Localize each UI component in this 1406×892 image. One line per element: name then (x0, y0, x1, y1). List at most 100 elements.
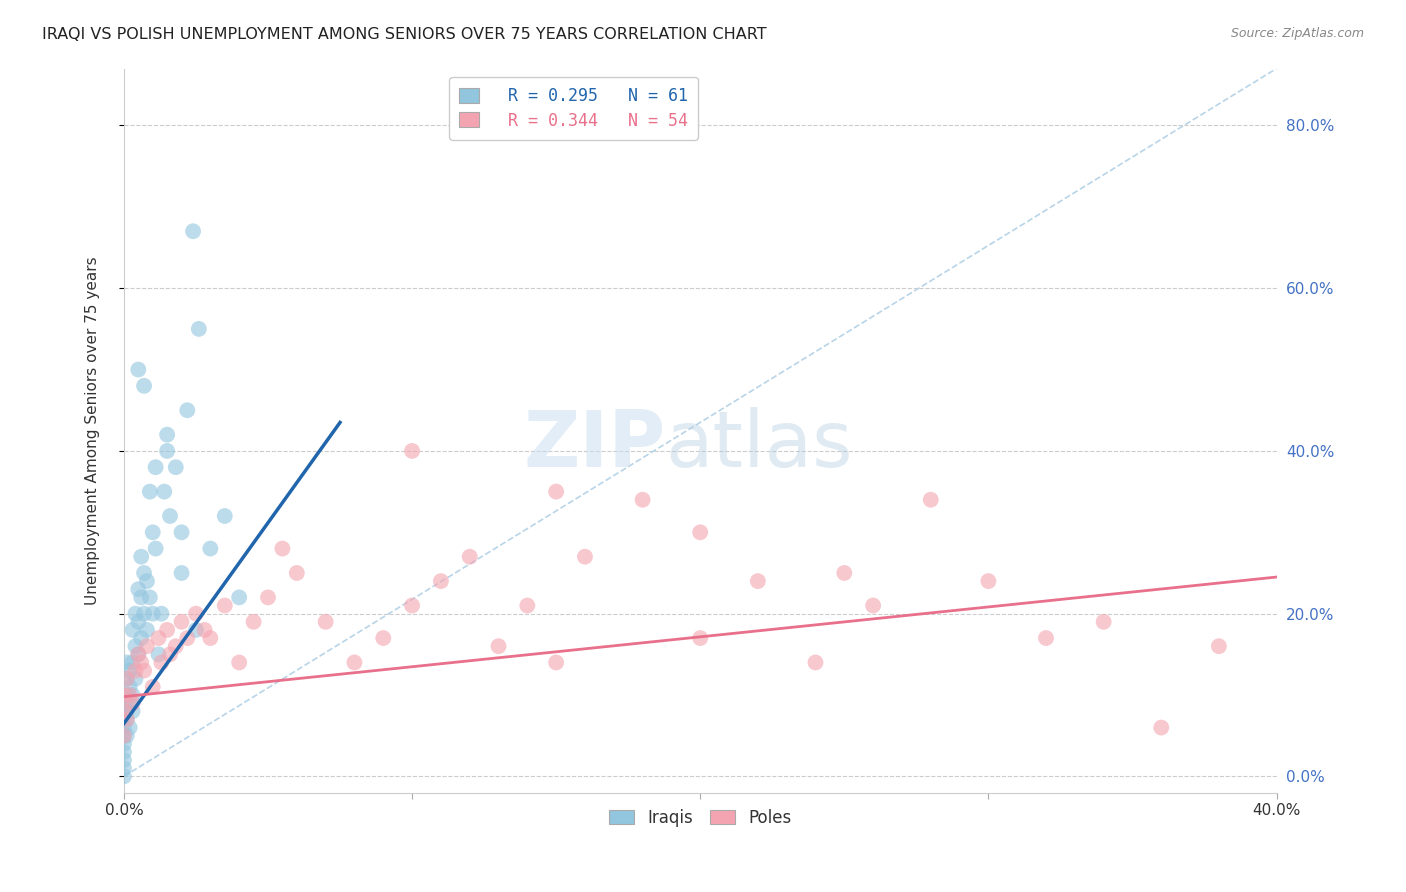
Point (121, 688, 143, 702)
Point (127, 615, 149, 629)
Point (115, 688, 138, 702)
Point (920, 492, 942, 507)
Point (156, 444, 179, 458)
Point (1208, 639, 1230, 653)
Point (118, 696, 141, 710)
Point (458, 549, 481, 564)
Point (112, 737, 135, 751)
Point (343, 656, 366, 670)
Point (977, 574, 1000, 588)
Point (115, 656, 138, 670)
Point (112, 704, 135, 718)
Point (121, 704, 143, 718)
Point (136, 623, 159, 637)
Point (430, 574, 453, 588)
Point (112, 696, 135, 710)
Point (148, 631, 170, 645)
Y-axis label: Unemployment Among Seniors over 75 years: Unemployment Among Seniors over 75 years (86, 256, 100, 605)
Point (170, 615, 193, 629)
Point (115, 672, 138, 686)
Point (112, 745, 135, 759)
Point (129, 631, 152, 645)
Point (142, 680, 165, 694)
Point (488, 639, 510, 653)
Point (112, 729, 135, 743)
Point (132, 566, 155, 580)
Point (176, 631, 198, 645)
Point (124, 607, 146, 621)
Point (139, 591, 162, 605)
Point (159, 648, 181, 662)
Point (153, 484, 176, 499)
Point (118, 721, 141, 735)
Point (148, 648, 170, 662)
Point (159, 508, 181, 523)
Point (373, 631, 395, 645)
Point (187, 322, 209, 336)
Point (136, 639, 159, 653)
Point (121, 696, 143, 710)
Point (156, 623, 179, 637)
Point (401, 599, 423, 613)
Point (214, 599, 236, 613)
Point (631, 492, 654, 507)
Point (165, 639, 187, 653)
Point (127, 582, 149, 597)
Point (689, 631, 711, 645)
Point (112, 688, 135, 702)
Point (156, 427, 179, 442)
Point (170, 525, 193, 540)
Point (127, 648, 149, 662)
Point (150, 607, 173, 621)
Point (112, 721, 135, 735)
Point (127, 648, 149, 662)
Point (200, 541, 222, 556)
Point (285, 566, 308, 580)
Point (129, 591, 152, 605)
Point (115, 713, 138, 727)
Point (112, 753, 135, 767)
Point (184, 623, 207, 637)
Point (112, 713, 135, 727)
Point (112, 761, 135, 775)
Point (145, 460, 167, 475)
Point (546, 484, 568, 499)
Point (170, 566, 193, 580)
Text: Source: ZipAtlas.com: Source: ZipAtlas.com (1230, 27, 1364, 40)
Point (129, 656, 152, 670)
Point (271, 541, 294, 556)
Point (242, 615, 264, 629)
Point (136, 574, 159, 588)
Point (142, 607, 165, 621)
Point (118, 680, 141, 694)
Point (194, 623, 217, 637)
Point (228, 656, 250, 670)
Point (689, 525, 711, 540)
Point (132, 664, 155, 678)
Point (115, 729, 138, 743)
Point (121, 656, 143, 670)
Legend: Iraqis, Poles: Iraqis, Poles (600, 800, 800, 835)
Point (115, 672, 138, 686)
Point (121, 623, 143, 637)
Point (112, 704, 135, 718)
Point (1150, 721, 1173, 735)
Point (124, 672, 146, 686)
Text: atlas: atlas (665, 407, 853, 483)
Point (115, 713, 138, 727)
Point (124, 639, 146, 653)
Point (129, 549, 152, 564)
Point (200, 631, 222, 645)
Point (574, 549, 596, 564)
Point (747, 574, 769, 588)
Point (401, 444, 423, 458)
Point (804, 656, 827, 670)
Point (124, 664, 146, 678)
Point (862, 599, 884, 613)
Point (112, 769, 135, 783)
Point (832, 566, 855, 580)
Point (176, 403, 198, 417)
Text: IRAQI VS POLISH UNEMPLOYMENT AMONG SENIORS OVER 75 YEARS CORRELATION CHART: IRAQI VS POLISH UNEMPLOYMENT AMONG SENIO… (42, 27, 766, 42)
Point (228, 591, 250, 605)
Point (1035, 631, 1057, 645)
